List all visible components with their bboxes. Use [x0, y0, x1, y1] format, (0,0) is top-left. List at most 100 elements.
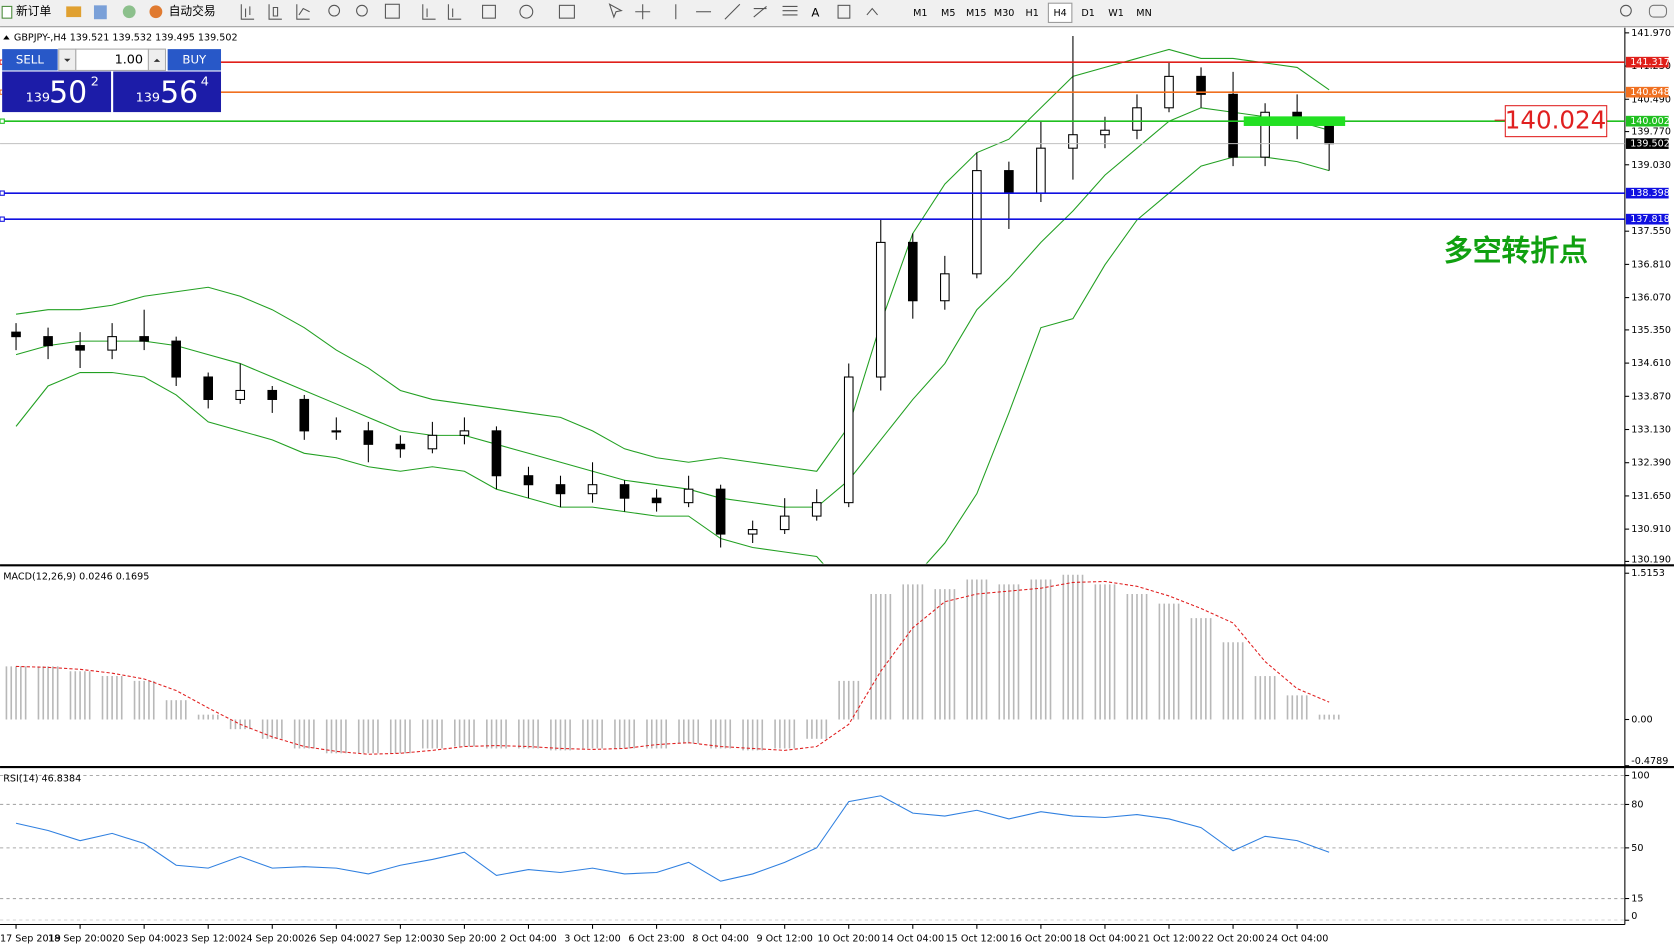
ask-pips: 56	[160, 75, 198, 110]
y-tick-label: 135.350	[1631, 325, 1671, 336]
candle-body	[11, 331, 21, 338]
sell-label[interactable]: SELL	[16, 52, 44, 66]
label-tool[interactable]	[837, 4, 851, 19]
time-label: 27 Sep 12:00	[368, 933, 432, 944]
text-tool[interactable]: A	[811, 5, 819, 19]
candle-body	[107, 336, 117, 351]
highlight-box	[1243, 116, 1346, 126]
y-tick-label: 80	[1631, 799, 1643, 810]
timeframe-button[interactable]: W1	[1108, 8, 1124, 19]
candle-body	[1036, 147, 1046, 194]
candle-body	[139, 336, 149, 342]
trade-panel: SELL 1.00 BUY 139 50 2 139 56 4	[2, 48, 222, 114]
timeframe-button[interactable]: H1	[1025, 8, 1038, 19]
time-label: 8 Oct 04:00	[692, 933, 748, 944]
candle-body	[940, 273, 950, 302]
candle-body	[203, 376, 214, 400]
plot-area	[5, 574, 1340, 755]
candle-body	[1260, 111, 1270, 158]
toolbar-icon[interactable]	[93, 5, 107, 20]
level-price-label: 137.818	[1630, 214, 1670, 225]
candle-body	[75, 345, 85, 351]
y-tick-label: 132.390	[1631, 458, 1671, 469]
new-order-icon[interactable]	[1, 5, 13, 19]
toolbar-icon[interactable]	[122, 5, 136, 19]
candle-body	[395, 443, 406, 450]
chart-window	[0, 27, 1674, 948]
y-tick-label: 131.650	[1631, 491, 1671, 502]
marked-price: 140.024	[1505, 106, 1607, 135]
panel-title: RSI(14) 46.8384	[3, 773, 81, 784]
bid-big-figure: 139	[26, 91, 50, 106]
time-label: 22 Oct 20:00	[1202, 933, 1265, 944]
y-tick-label: 136.070	[1631, 293, 1671, 304]
toolbar-icon[interactable]	[66, 6, 82, 18]
ask-box[interactable]	[113, 71, 222, 113]
level-handle	[0, 118, 5, 124]
timeframe-button[interactable]: MN	[1136, 8, 1151, 19]
auto-trading-button[interactable]: 自动交易	[169, 4, 216, 18]
timeframe-button[interactable]: M1	[913, 8, 927, 19]
candle-body	[427, 434, 438, 450]
candle-body	[747, 529, 758, 535]
y-tick-label: -0.4789	[1631, 756, 1668, 767]
search-icon[interactable]	[1620, 4, 1632, 17]
time-label: 10 Oct 20:00	[817, 933, 880, 944]
candle-body	[587, 484, 598, 495]
timeframe-button[interactable]: H4	[1053, 8, 1066, 19]
time-label: 23 Sep 12:00	[176, 933, 240, 944]
arrows-tool[interactable]	[866, 7, 878, 16]
candle-body	[875, 241, 886, 378]
plot-area	[0, 36, 1625, 564]
candle-body	[779, 515, 790, 531]
buy-button[interactable]	[167, 49, 222, 71]
bid-box[interactable]	[2, 71, 112, 113]
time-label: 3 Oct 12:00	[564, 933, 620, 944]
marked-price-box	[1504, 105, 1608, 138]
level-price-label: 140.648	[1630, 87, 1670, 98]
y-tick-label: 15	[1631, 894, 1643, 905]
y-tick-label: 140.490	[1631, 94, 1671, 105]
buy-label[interactable]: BUY	[182, 52, 207, 66]
timeframe-button[interactable]: M15	[966, 8, 987, 19]
timeframe-button[interactable]: M5	[941, 8, 955, 19]
chat-icon[interactable]	[1648, 4, 1668, 18]
bollinger-band	[15, 107, 1330, 508]
lot-value[interactable]: 1.00	[115, 52, 144, 67]
timeframe-button[interactable]: D1	[1081, 8, 1095, 19]
candle-body	[299, 398, 310, 432]
collapse-arrow[interactable]	[3, 35, 10, 40]
y-tick-label: 50	[1631, 843, 1643, 854]
level-price-label: 140.002	[1630, 116, 1670, 127]
level-price-label: 138.398	[1630, 188, 1670, 199]
candle-body	[651, 497, 662, 504]
bid-fraction: 2	[91, 75, 99, 90]
candle-body	[619, 484, 630, 499]
annotation: 多空转折点	[1444, 234, 1588, 268]
signal-line	[16, 580, 1330, 755]
toolbar	[0, 0, 1674, 27]
time-label: 18 Sep 20:00	[48, 933, 112, 944]
new-order-button[interactable]: 新订单	[16, 4, 51, 18]
candle-body	[1004, 170, 1014, 194]
candle-body	[843, 376, 854, 504]
time-label: 30 Sep 20:00	[432, 933, 496, 944]
y-tick-label: 141.970	[1631, 28, 1671, 39]
bid-pips: 50	[49, 75, 87, 110]
candle-body	[1068, 134, 1078, 149]
candle-body	[331, 430, 342, 433]
sell-button[interactable]	[2, 49, 58, 71]
candle-body	[907, 241, 918, 302]
level-price-box	[1625, 213, 1669, 225]
y-tick-label: 139.770	[1631, 127, 1671, 138]
timeframe-button[interactable]: M30	[994, 8, 1014, 19]
current-price-box	[1625, 138, 1669, 149]
active-timeframe[interactable]	[1047, 2, 1073, 23]
toolbar-tools[interactable]	[240, 3, 798, 20]
candle-body	[555, 484, 566, 495]
time-label: 17 Sep 2019	[0, 933, 61, 944]
down-arrow	[64, 58, 71, 62]
auto-trading-icon[interactable]	[149, 5, 163, 19]
time-label: 6 Oct 23:00	[628, 933, 684, 944]
